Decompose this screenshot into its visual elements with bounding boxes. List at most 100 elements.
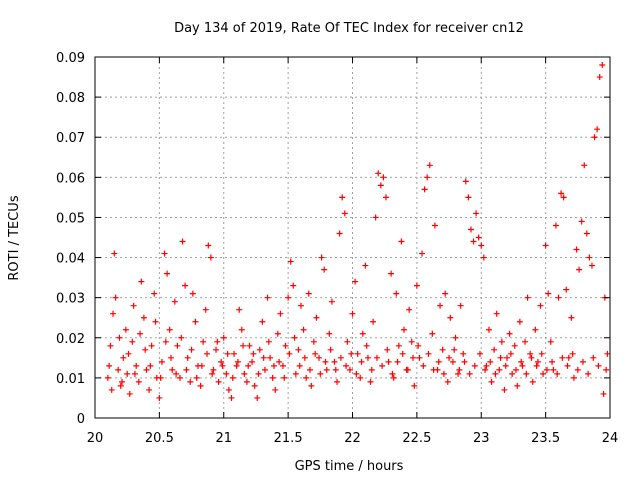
chart-title: Day 134 of 2019, Rate Of TEC Index for r… <box>174 21 524 36</box>
data-point <box>555 294 562 301</box>
x-tick-label: 23.5 <box>531 431 560 446</box>
data-point <box>368 366 375 373</box>
data-point <box>408 338 415 345</box>
data-point <box>558 190 565 197</box>
data-point <box>339 194 346 201</box>
data-point <box>158 358 165 365</box>
data-point <box>509 370 516 377</box>
data-point <box>287 258 294 265</box>
data-point <box>362 262 369 269</box>
data-point <box>483 362 490 369</box>
data-point <box>246 342 253 349</box>
data-point <box>142 346 149 353</box>
data-point <box>419 250 426 257</box>
data-point <box>373 354 380 361</box>
data-point <box>166 326 173 333</box>
data-point <box>357 374 364 381</box>
y-tick-label: 0.08 <box>56 91 85 106</box>
data-point <box>554 370 561 377</box>
data-point <box>120 354 127 361</box>
data-point <box>279 362 286 369</box>
data-point <box>173 370 180 377</box>
data-point <box>183 366 190 373</box>
data-point <box>413 282 420 289</box>
data-point <box>540 370 547 377</box>
data-point <box>578 218 585 225</box>
data-point <box>202 306 209 313</box>
data-point <box>595 362 602 369</box>
data-point <box>184 354 191 361</box>
data-point <box>129 338 136 345</box>
data-point <box>151 290 158 297</box>
data-point <box>346 366 353 373</box>
data-point <box>581 162 588 169</box>
data-point <box>379 362 386 369</box>
data-point <box>198 362 205 369</box>
data-point <box>506 330 513 337</box>
data-point <box>511 342 518 349</box>
data-point <box>430 366 437 373</box>
x-tick-label: 20 <box>87 431 104 446</box>
data-point <box>452 334 459 341</box>
y-axis-label: ROTI / TECUs <box>7 195 22 280</box>
data-point <box>162 338 169 345</box>
data-point <box>152 318 159 325</box>
data-point <box>348 350 355 357</box>
data-point <box>538 350 545 357</box>
data-point <box>328 298 335 305</box>
data-point <box>254 394 261 401</box>
data-point <box>476 350 483 357</box>
data-point <box>204 350 211 357</box>
data-point <box>188 346 195 353</box>
data-point <box>594 126 601 133</box>
data-point <box>439 346 446 353</box>
data-point <box>107 342 114 349</box>
data-point <box>264 294 271 301</box>
data-point <box>122 326 129 333</box>
data-point <box>161 250 168 257</box>
data-point <box>529 378 536 385</box>
data-point <box>487 358 494 365</box>
data-point <box>147 362 154 369</box>
data-point <box>171 298 178 305</box>
data-point <box>228 394 235 401</box>
data-point <box>406 306 413 313</box>
data-point <box>251 382 258 389</box>
data-point <box>210 366 217 373</box>
data-point <box>559 354 566 361</box>
data-point <box>426 162 433 169</box>
data-point <box>343 362 350 369</box>
data-point <box>285 294 292 301</box>
data-point <box>197 382 204 389</box>
data-point <box>429 330 436 337</box>
data-point <box>174 342 181 349</box>
data-point <box>411 382 418 389</box>
data-point <box>590 354 597 361</box>
data-point <box>467 226 474 233</box>
data-point <box>565 354 572 361</box>
data-point <box>513 366 520 373</box>
data-point <box>349 310 356 317</box>
data-point <box>265 338 272 345</box>
data-point <box>415 342 422 349</box>
data-point <box>229 374 236 381</box>
data-point <box>104 374 111 381</box>
data-point <box>537 302 544 309</box>
data-point <box>124 370 131 377</box>
data-point <box>542 242 549 249</box>
data-point <box>290 282 297 289</box>
data-point <box>492 370 499 377</box>
data-point <box>233 362 240 369</box>
data-point <box>532 326 539 333</box>
data-point <box>131 370 138 377</box>
x-tick-label: 22 <box>344 431 361 446</box>
data-point <box>322 358 329 365</box>
data-point <box>393 290 400 297</box>
data-point <box>341 210 348 217</box>
data-point <box>126 390 133 397</box>
data-point <box>545 290 552 297</box>
data-point <box>323 366 330 373</box>
data-point <box>390 374 397 381</box>
data-point <box>516 318 523 325</box>
data-point <box>164 270 171 277</box>
